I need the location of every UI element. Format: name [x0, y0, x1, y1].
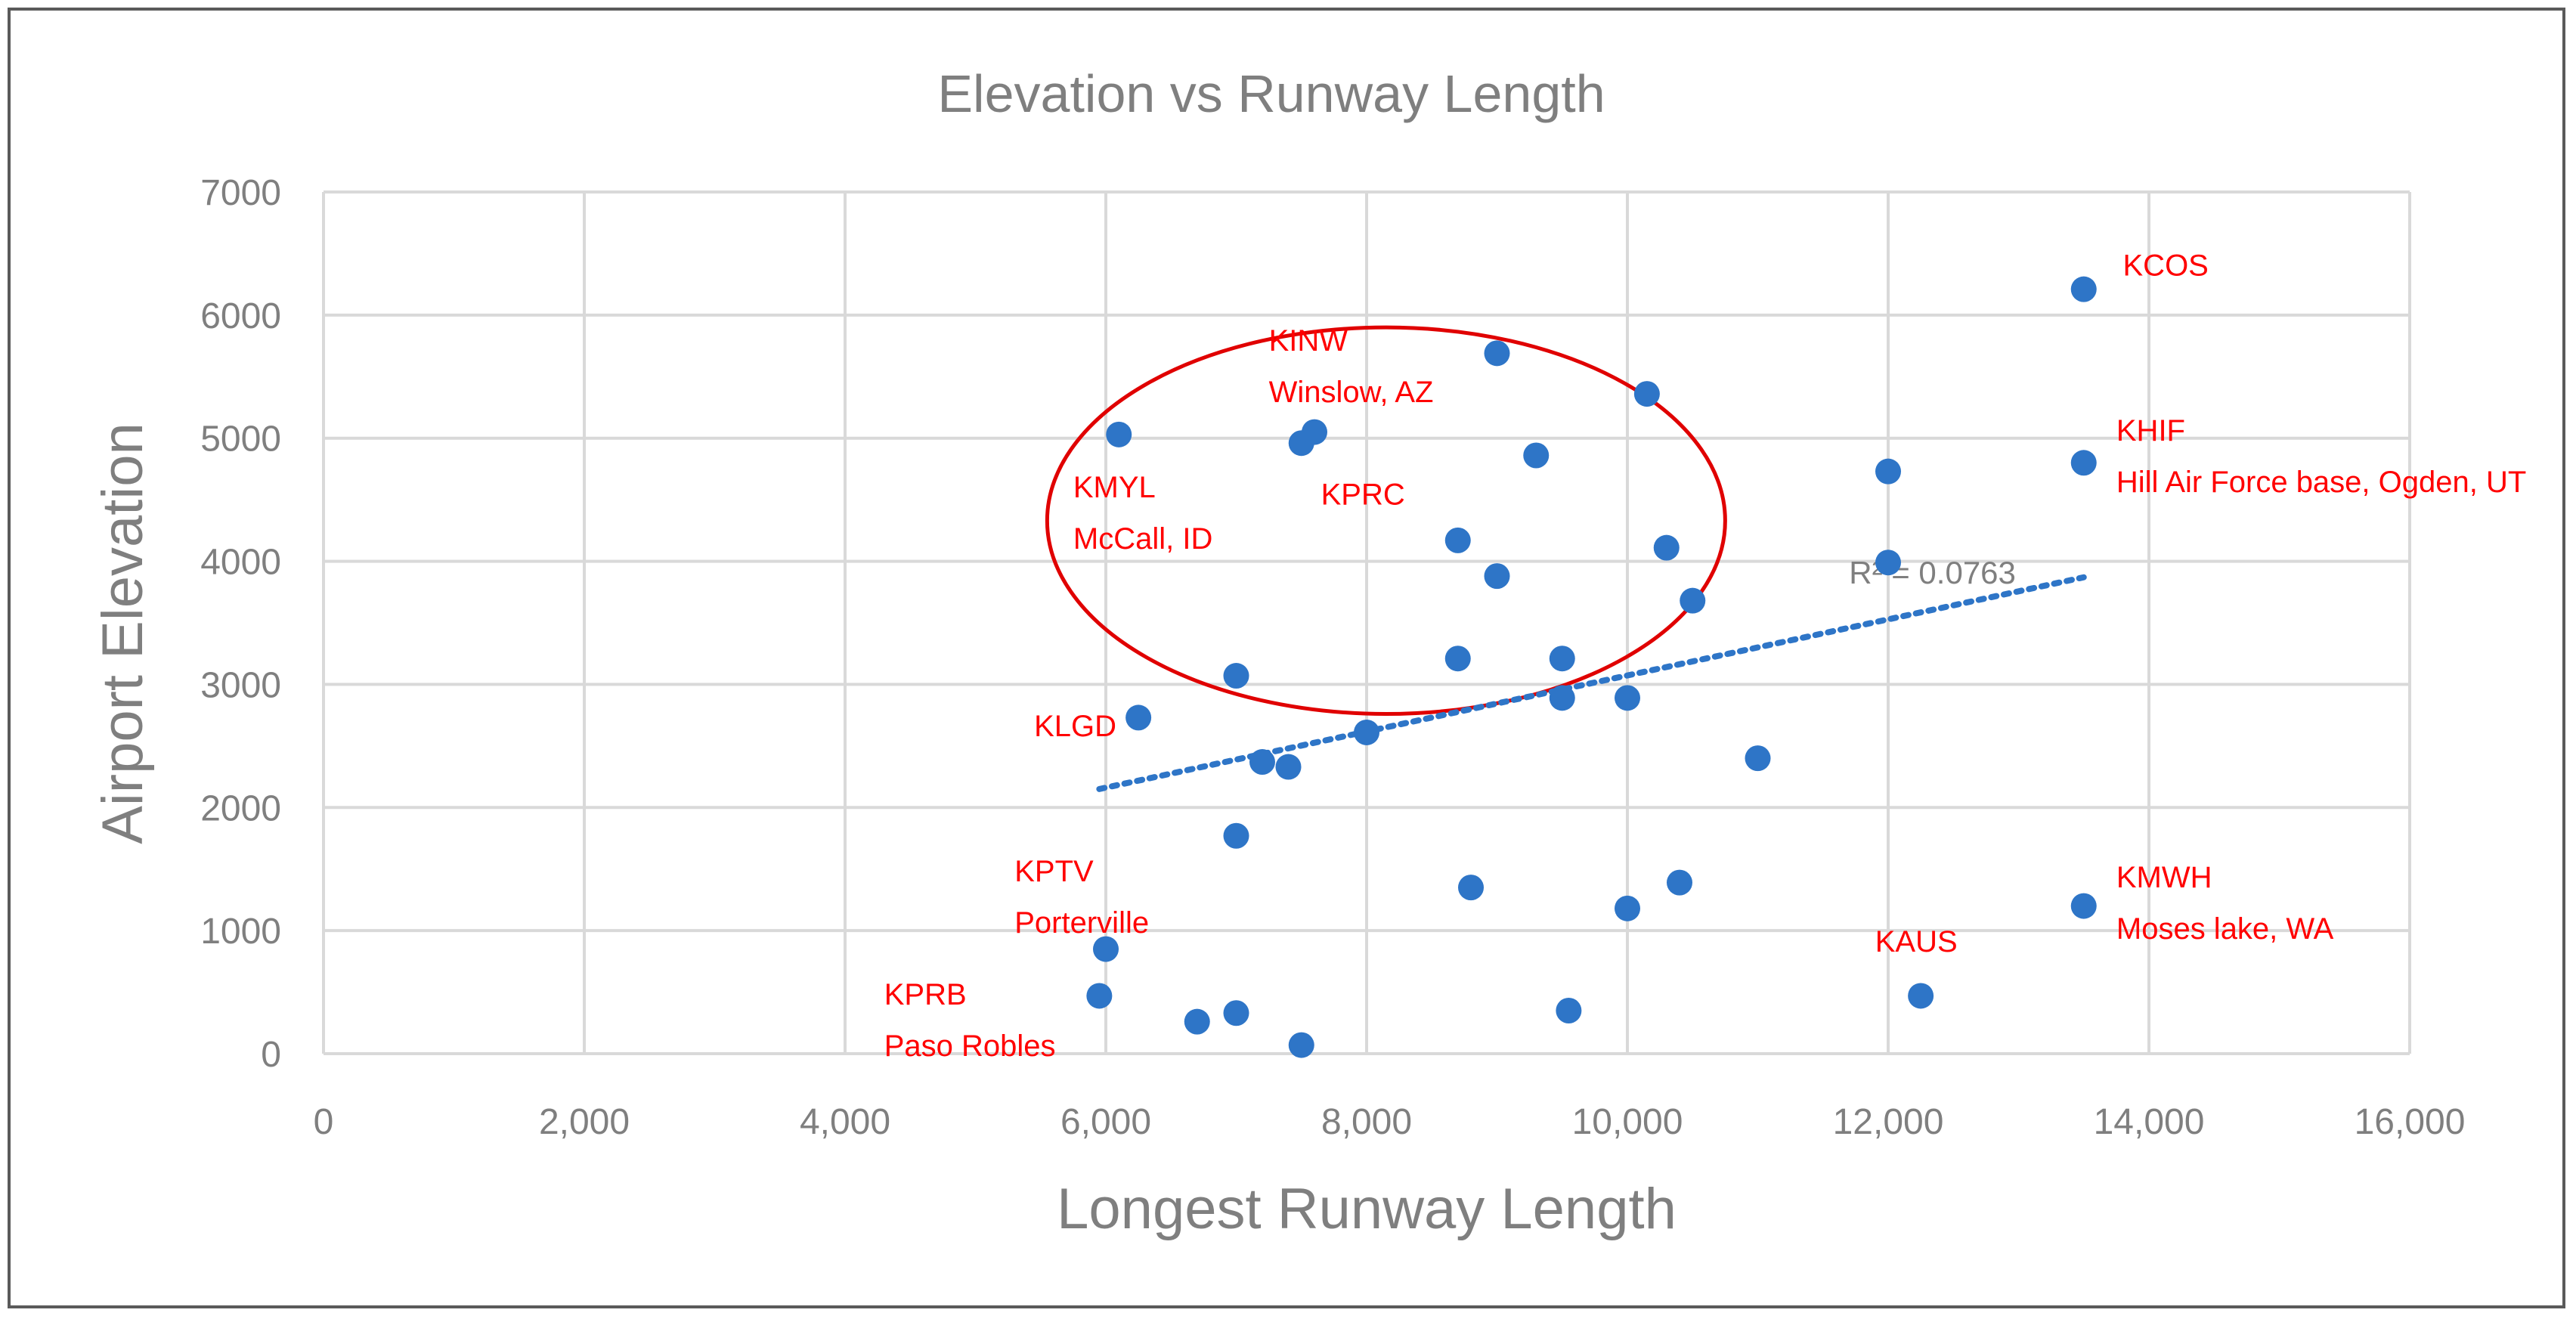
- data-point: [1615, 685, 1640, 711]
- chart-frame: [8, 8, 2565, 1308]
- annotation-label: KMYL: [1073, 471, 1156, 504]
- annotation-label: Paso Robles: [884, 1030, 1056, 1063]
- annotation-label: KHIF: [2116, 414, 2185, 447]
- chart-title: Elevation vs Runway Length: [937, 64, 1605, 123]
- data-point: [1556, 998, 1582, 1023]
- data-point: [1484, 340, 1510, 367]
- data-point: [1223, 822, 1249, 849]
- x-tick-label: 4,000: [800, 1102, 890, 1142]
- data-point: [1484, 563, 1510, 590]
- data-point: [1444, 646, 1471, 672]
- x-tick-label: 16,000: [2355, 1102, 2466, 1142]
- data-point: [1523, 442, 1550, 469]
- data-point: [1680, 587, 1706, 614]
- data-point: [1549, 685, 1575, 711]
- x-tick-label: 0: [314, 1102, 334, 1142]
- data-point: [1875, 458, 1901, 485]
- y-tick-label: 6000: [200, 296, 281, 336]
- data-point: [1615, 895, 1640, 921]
- data-point: [1223, 1000, 1249, 1026]
- x-tick-label: 8,000: [1321, 1102, 1412, 1142]
- gridlines: [322, 190, 2411, 1055]
- y-tick-label: 5000: [200, 420, 281, 460]
- x-tick-label: 12,000: [1833, 1102, 1944, 1142]
- data-point: [1908, 983, 1934, 1009]
- data-point: [1125, 704, 1152, 731]
- data-point: [1249, 749, 1275, 776]
- data-point: [2070, 893, 2097, 919]
- x-tick-label: 10,000: [1572, 1102, 1683, 1142]
- y-tick-label: 0: [261, 1035, 281, 1075]
- annotation-label: KPRB: [884, 978, 967, 1011]
- data-point: [1633, 381, 1660, 407]
- point-annotations: KCOS KINW Winslow, AZ KHIF Hill Air Force ba…: [884, 249, 2527, 1063]
- r-squared-label: R² = 0.0763: [1849, 555, 2016, 590]
- annotation-label: KLGD: [1034, 710, 1116, 743]
- annotation-label: Moses lake, WA: [2116, 912, 2334, 946]
- data-point: [1223, 663, 1249, 689]
- annotation-label: KCOS: [2123, 249, 2209, 283]
- y-tick-label: 2000: [200, 788, 281, 828]
- data-point: [1444, 527, 1471, 553]
- data-point: [1458, 875, 1484, 901]
- y-axis-title: Airport Elevation: [91, 423, 155, 844]
- annotation-label: KINW: [1269, 324, 1348, 358]
- annotation-label: Porterville: [1014, 906, 1149, 940]
- y-tick-label: 3000: [200, 665, 281, 705]
- annotation-label: Hill Air Force base, Ogden, UT: [2116, 466, 2526, 499]
- data-point: [1288, 1032, 1314, 1058]
- x-axis-ticks: 0 2,000 4,000 6,000 8,000 10,000 12,000 14,000 1…: [314, 1102, 2466, 1142]
- data-point: [1549, 646, 1575, 672]
- data-point: [1745, 745, 1771, 772]
- x-tick-label: 14,000: [2094, 1102, 2205, 1142]
- annotation-label: Winslow, AZ: [1269, 376, 1434, 409]
- data-point: [1184, 1008, 1210, 1035]
- data-point: [1653, 534, 1680, 561]
- annotation-label: KAUS: [1875, 925, 1958, 958]
- data-point: [2070, 450, 2097, 476]
- y-tick-label: 1000: [200, 912, 281, 952]
- data-point: [1875, 550, 1901, 576]
- x-tick-label: 6,000: [1060, 1102, 1151, 1142]
- data-point: [1667, 869, 1692, 896]
- data-point: [1093, 936, 1119, 962]
- data-point: [1086, 983, 1113, 1009]
- y-tick-label: 7000: [200, 173, 281, 213]
- y-axis-ticks: 0 1000 2000 3000 4000 5000 6000 7000: [200, 173, 281, 1075]
- highlight-ellipse: [1045, 325, 1727, 717]
- data-point: [1302, 419, 1327, 445]
- data-point: [2070, 276, 2097, 302]
- x-tick-label: 2,000: [539, 1102, 630, 1142]
- annotation-label: KPRC: [1321, 478, 1405, 512]
- annotation-label: McCall, ID: [1073, 522, 1212, 556]
- data-point: [1354, 719, 1379, 745]
- data-point: [1106, 421, 1132, 447]
- y-tick-label: 4000: [200, 543, 281, 583]
- x-axis-title: Longest Runway Length: [1057, 1177, 1677, 1241]
- annotation-label: KPTV: [1014, 855, 1094, 888]
- data-point: [1275, 754, 1302, 780]
- annotation-label: KMWH: [2116, 861, 2212, 894]
- data-points: [1086, 276, 2097, 1058]
